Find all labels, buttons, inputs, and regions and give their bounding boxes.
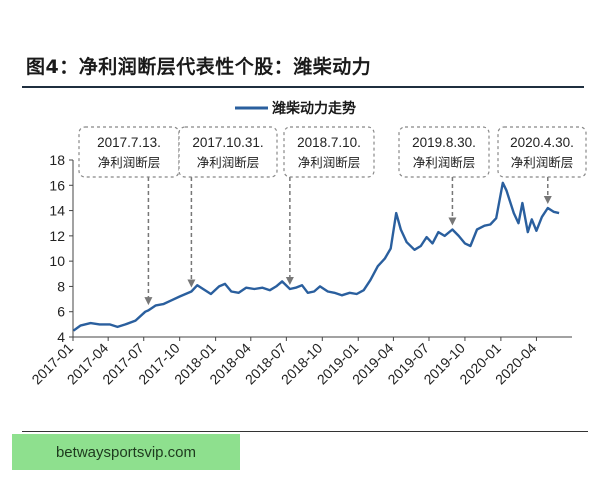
y-tick-label: 16 (49, 177, 65, 193)
y-tick-label: 6 (57, 304, 65, 320)
y-tick-label: 8 (57, 278, 65, 294)
series-layer (72, 181, 560, 332)
annotation-arrowhead (543, 196, 552, 205)
annotation-arrowhead (144, 297, 153, 306)
axes: 46810121416182017-012017-042017-072017-1… (28, 152, 572, 387)
annotation-date: 2017.10.31. (192, 135, 263, 150)
title-rule (22, 86, 584, 88)
y-tick-label: 12 (49, 228, 65, 244)
y-tick-label: 18 (49, 152, 65, 168)
annotation-2: 2017.10.31. 净利润断层 (178, 126, 278, 288)
annotation-1: 2017.7.13. 净利润断层 (78, 126, 180, 306)
legend-label: 潍柴动力走势 (272, 100, 356, 117)
annotation-box (283, 126, 375, 178)
annotation-date: 2018.7.10. (297, 135, 361, 150)
watermark-badge: betwaysportsvip.com (12, 434, 240, 470)
annotation-date: 2020.4.30. (510, 135, 574, 150)
footer-rule (22, 431, 588, 432)
annotation-date: 2019.8.30. (412, 135, 476, 150)
series-line (72, 181, 560, 332)
annotation-label: 净利润断层 (511, 155, 574, 170)
y-tick-label: 10 (49, 253, 65, 269)
y-tick-label: 4 (57, 329, 65, 345)
annotation-arrowhead (285, 276, 294, 285)
annotation-arrowhead (448, 217, 457, 226)
annotation-label: 净利润断层 (197, 155, 260, 170)
figure-title: 图4：净利润断层代表性个股：潍柴动力 (26, 56, 372, 78)
annotation-3: 2018.7.10. 净利润断层 (283, 126, 375, 285)
annotation-label: 净利润断层 (298, 155, 361, 170)
y-tick-label: 14 (49, 203, 65, 219)
annotations: 2017.7.13.净利润断层2017.10.31.净利润断层2018.7.10… (78, 126, 587, 306)
annotation-box (398, 126, 490, 178)
annotation-date: 2017.7.13. (97, 135, 161, 150)
annotation-box (178, 126, 278, 178)
annotation-4: 2019.8.30. 净利润断层 (398, 126, 490, 226)
annotation-5: 2020.4.30. 净利润断层 (497, 126, 587, 205)
annotation-label: 净利润断层 (413, 155, 476, 170)
annotation-arrowhead (187, 279, 196, 288)
legend: 潍柴动力走势 (235, 100, 356, 117)
annotation-label: 净利润断层 (98, 155, 161, 170)
annotation-box (497, 126, 587, 178)
